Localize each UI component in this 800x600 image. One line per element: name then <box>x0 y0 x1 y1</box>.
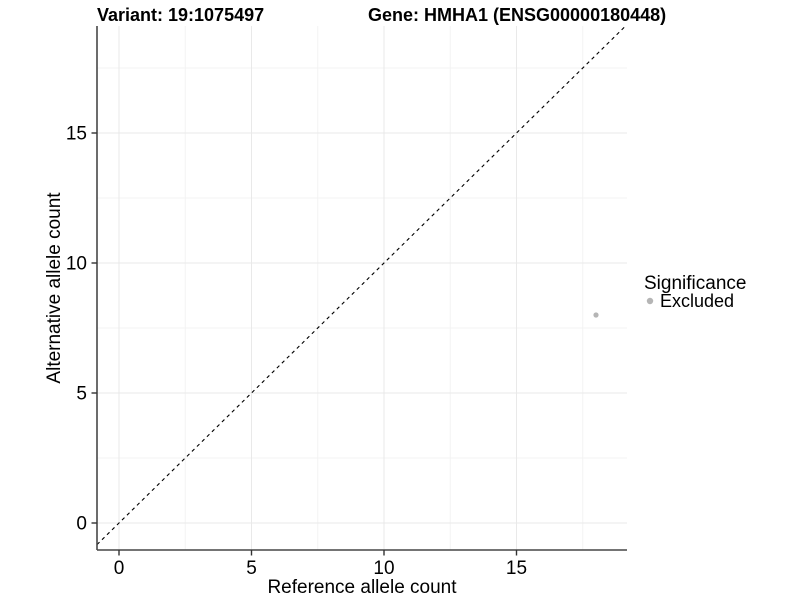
legend-item-label: Excluded <box>660 291 734 311</box>
y-tick-label: 15 <box>66 124 87 145</box>
x-axis-ticks: 0 5 10 15 <box>114 550 527 579</box>
data-points <box>593 312 599 318</box>
x-tick-label: 5 <box>246 558 257 579</box>
data-point <box>593 312 599 318</box>
x-tick-label: 0 <box>114 558 125 579</box>
x-tick-label: 15 <box>506 558 527 579</box>
identity-dashed-line <box>96 25 626 545</box>
legend-title: Significance <box>644 273 746 294</box>
axis-lines <box>96 26 627 551</box>
y-tick-label: 5 <box>76 384 87 405</box>
y-axis-ticks: 0 5 10 15 <box>66 124 97 535</box>
x-axis-title: Reference allele count <box>267 577 457 598</box>
legend-key-dot-icon <box>646 297 654 305</box>
variant-title: Variant: 19:1075497 <box>97 5 264 25</box>
y-tick-label: 10 <box>66 254 87 275</box>
gene-title: Gene: HMHA1 (ENSG00000180448) <box>368 5 666 25</box>
x-tick-label: 10 <box>373 558 394 579</box>
minor-gridlines <box>97 26 627 550</box>
major-gridlines <box>97 26 627 550</box>
y-tick-label: 0 <box>76 514 87 535</box>
y-axis-title: Alternative allele count <box>44 192 65 384</box>
legend: Significance Excluded <box>644 273 746 311</box>
